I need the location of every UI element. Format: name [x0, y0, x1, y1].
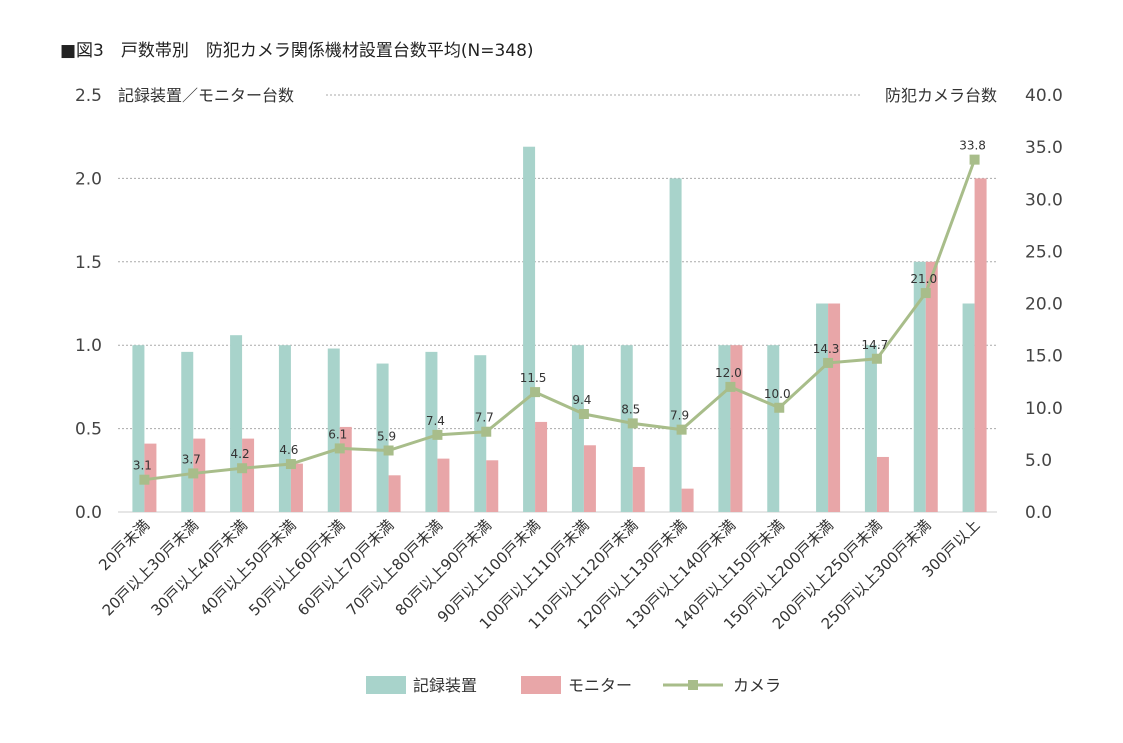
bar-recorder	[816, 303, 829, 512]
left-tick-label: 0.0	[75, 503, 102, 523]
grid-layer	[118, 94, 997, 513]
bar-monitor	[242, 438, 255, 512]
camera-point	[285, 459, 296, 470]
bar-monitor	[486, 460, 499, 512]
bar-monitor	[388, 475, 401, 512]
bar-monitor	[535, 421, 548, 512]
bar-recorder	[767, 345, 780, 512]
bar-recorder	[962, 303, 975, 512]
camera-point	[920, 288, 931, 299]
bar-monitor	[828, 303, 841, 512]
camera-data-label: 5.9	[377, 429, 396, 443]
bar-recorder	[913, 261, 926, 512]
bar-recorder	[523, 146, 536, 512]
camera-data-label: 4.6	[279, 443, 298, 457]
bar-monitor	[681, 488, 694, 512]
camera-data-label: 3.7	[182, 452, 201, 466]
bar-monitor	[193, 438, 206, 512]
camera-point	[481, 426, 492, 437]
text-layer: ■図3 戸数帯別 防犯カメラ関係機材設置台数平均(N=348) 記録装置／モニタ…	[60, 41, 1063, 633]
left-axis-title: 記録装置／モニター台数	[118, 86, 294, 105]
right-tick-label: 0.0	[1025, 503, 1052, 523]
bar-recorder	[181, 351, 194, 512]
left-tick-label: 1.0	[75, 336, 102, 356]
camera-data-label: 7.7	[475, 411, 494, 425]
camera-data-label: 3.1	[133, 459, 152, 473]
legend: 記録装置 モニター カメラ	[366, 676, 781, 695]
camera-data-label: 33.8	[959, 139, 986, 153]
camera-point	[627, 418, 638, 429]
camera-data-label: 11.5	[520, 371, 547, 385]
camera-line	[144, 159, 976, 482]
line-layer: 3.1 3.7 4.2 4.6 6.1 5.9 7.4 7.7 11.5 9.4 8.5 7.9 12.…	[133, 139, 986, 485]
right-axis-title: 防犯カメラ台数	[885, 86, 997, 105]
left-tick-label: 0.5	[75, 420, 102, 440]
legend-swatch-recorder	[366, 676, 406, 694]
right-tick-label: 25.0	[1025, 242, 1063, 262]
camera-point	[139, 474, 150, 485]
right-tick-label: 30.0	[1025, 190, 1063, 210]
bar-recorder	[278, 345, 291, 512]
camera-data-label: 6.1	[328, 427, 347, 441]
bar-monitor	[974, 178, 987, 512]
camera-point	[334, 443, 345, 454]
right-tick-label: 15.0	[1025, 347, 1063, 367]
left-tick-label: 1.5	[75, 253, 102, 273]
right-tick-label: 35.0	[1025, 138, 1063, 158]
camera-point	[383, 445, 394, 456]
legend-label-camera: カメラ	[733, 676, 781, 695]
bar-recorder	[669, 178, 682, 512]
legend-swatch-monitor	[521, 676, 561, 694]
left-tick-label: 2.5	[75, 86, 102, 106]
bar-monitor	[925, 261, 938, 512]
bar-monitor	[876, 456, 889, 512]
bar-monitor	[583, 445, 596, 512]
camera-data-label: 21.0	[910, 272, 937, 286]
camera-data-label: 9.4	[572, 393, 591, 407]
bar-recorder	[230, 335, 243, 512]
bar-recorder	[620, 345, 633, 512]
bar-recorder	[571, 345, 584, 512]
camera-point	[774, 402, 785, 413]
camera-point	[725, 381, 736, 392]
camera-data-label: 10.0	[764, 387, 791, 401]
left-tick-label: 2.0	[75, 169, 102, 189]
right-tick-label: 5.0	[1025, 451, 1052, 471]
camera-data-label: 7.4	[426, 414, 445, 428]
camera-point	[530, 387, 541, 398]
camera-data-label: 12.0	[715, 366, 742, 380]
bar-monitor	[632, 466, 645, 512]
bar-monitor	[290, 463, 303, 512]
camera-point	[676, 424, 687, 435]
right-tick-label: 10.0	[1025, 399, 1063, 419]
camera-data-label: 14.7	[862, 338, 889, 352]
right-tick-label: 20.0	[1025, 295, 1063, 315]
legend-marker-camera	[688, 680, 698, 690]
right-tick-label: 40.0	[1025, 86, 1063, 106]
camera-point	[823, 357, 834, 368]
camera-data-label: 4.2	[231, 447, 250, 461]
camera-point	[188, 468, 199, 479]
bar-recorder	[327, 348, 340, 512]
camera-data-label: 8.5	[621, 402, 640, 416]
camera-point	[578, 409, 589, 420]
bar-recorder	[132, 345, 145, 512]
bar-layer	[132, 146, 987, 512]
legend-label-monitor: モニター	[568, 676, 632, 695]
camera-point	[432, 429, 443, 440]
camera-data-label: 7.9	[670, 409, 689, 423]
camera-point	[969, 154, 980, 165]
bar-recorder	[376, 363, 389, 512]
bar-monitor	[437, 458, 450, 512]
camera-data-label: 14.3	[813, 342, 840, 356]
camera-point	[237, 463, 248, 474]
camera-point	[871, 353, 882, 364]
legend-label-recorder: 記録装置	[413, 676, 477, 695]
chart-title: ■図3 戸数帯別 防犯カメラ関係機材設置台数平均(N=348)	[60, 41, 534, 61]
bar-recorder	[425, 351, 438, 512]
bar-recorder	[864, 345, 877, 512]
